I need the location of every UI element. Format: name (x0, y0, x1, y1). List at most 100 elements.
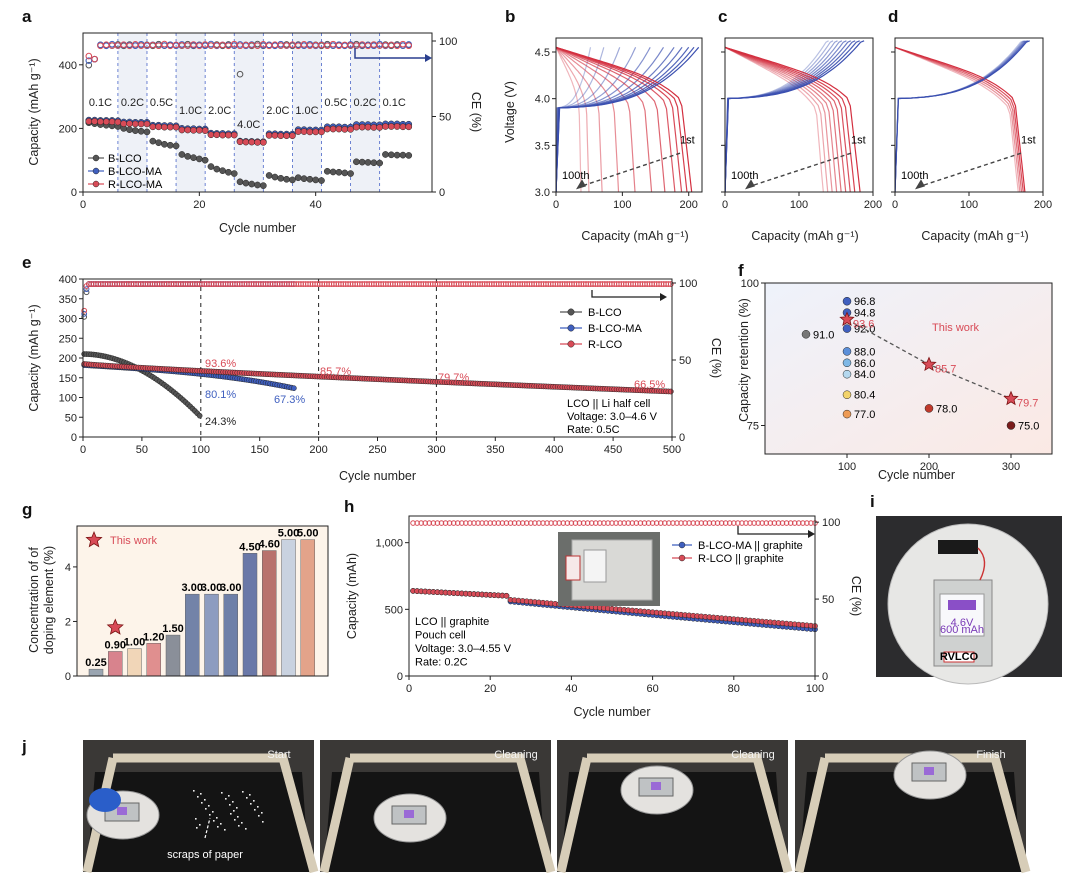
capacity-point (172, 142, 180, 150)
legend-label: B-LCO-MA || graphite (698, 540, 803, 552)
capacity-point (405, 123, 413, 131)
y-tick-label: 300 (59, 314, 77, 326)
rate-label: 4.0C (237, 119, 260, 131)
ce-point (641, 520, 648, 526)
chart-d: 0 100 200 Capacity (mAh g⁻¹) 1st 100th (891, 37, 1052, 243)
y-tick-label: 1,000 (375, 538, 403, 550)
x-tick-label: 350 (486, 444, 504, 456)
ce-point (755, 520, 761, 526)
photo-caption: Cleaning (731, 749, 774, 761)
paper-scrap (228, 795, 230, 797)
x-tick-label: 0 (80, 199, 86, 211)
discharge-curve (725, 46, 861, 192)
capacity-point (399, 151, 407, 159)
ce-point (678, 520, 684, 526)
capacity-point (248, 180, 256, 188)
ce-point (580, 520, 587, 526)
paper-scrap (220, 823, 222, 825)
x-tick-label: 250 (368, 444, 386, 456)
capacity-point (190, 154, 197, 162)
frame-rail (825, 753, 1031, 874)
ce-point (81, 307, 88, 314)
ce-point (81, 313, 88, 320)
point-label: 88.0 (854, 346, 875, 358)
capacity-point (289, 132, 296, 140)
y-tick-label: 100 (59, 393, 77, 405)
charge-curve (556, 46, 700, 192)
capacity-point (271, 132, 279, 139)
bar (223, 593, 238, 677)
wire (977, 547, 986, 581)
chart-f: 91.0 96.894.8 92.0 88.086.084.0 80.4 77.0 78.0… (737, 278, 1053, 482)
legend-marker (567, 308, 575, 316)
capacity-point (155, 139, 162, 147)
ce-point (771, 520, 778, 526)
capacity-point (503, 592, 510, 599)
chart-a: 0.1C 0.2C 0.5C 1.0C 2.0C 4.0C 2.0C 1.0C 0.5C 0.2C… (27, 32, 483, 235)
ce-point (625, 520, 632, 526)
ce-point (324, 42, 331, 50)
x-tick-label: 20 (484, 683, 496, 695)
trend-arrowhead (915, 179, 925, 190)
bar (300, 539, 315, 677)
ce-point (649, 520, 656, 526)
frame-rail (350, 753, 556, 874)
x-tick-label: 60 (646, 683, 658, 695)
rate-label: 0.2C (121, 97, 144, 109)
ce-point (446, 520, 453, 526)
discharge-curve (556, 46, 693, 192)
ce-point (499, 520, 506, 526)
capacity-point (358, 158, 366, 166)
ce-point (556, 520, 563, 526)
x-tick-label: 80 (728, 683, 740, 695)
capacity-point (382, 151, 389, 158)
y2-axis-label: CE (%) (709, 338, 723, 378)
y-tick-label: 400 (59, 60, 77, 72)
y2-tick-label: 100 (679, 278, 697, 290)
y-tick-label: 250 (59, 333, 77, 345)
ce-point (601, 520, 607, 526)
paper-scrap (249, 794, 251, 796)
ce-point (605, 520, 611, 526)
point-label: 84.0 (854, 369, 875, 381)
x-tick-label: 50 (136, 444, 148, 456)
literature-point (1006, 421, 1016, 430)
paper-scrap (230, 813, 232, 815)
capacity-point (85, 118, 93, 125)
y-tick-label: 200 (59, 123, 77, 135)
point-label: 77.0 (854, 409, 875, 421)
ce-arrow (591, 290, 660, 298)
ce-point (536, 520, 542, 526)
y2-tick-label: 100 (439, 36, 457, 48)
x-tick-label: 300 (1002, 461, 1020, 473)
capacity-point (265, 132, 273, 139)
ce-point (300, 41, 308, 48)
discharge-curve (725, 46, 824, 192)
curves (725, 40, 865, 192)
capacity-point (172, 123, 180, 131)
ce-point (442, 520, 449, 526)
y2-tick-label: 50 (679, 355, 691, 367)
capacity-point (126, 120, 133, 127)
note-text: Rate: 0.5C (567, 424, 620, 436)
pouch-label (924, 767, 934, 775)
retention-label: 67.3% (274, 394, 305, 406)
legend-marker (678, 554, 686, 562)
legend-label: R-LCO-MA (108, 179, 163, 191)
capacity-point (294, 128, 302, 135)
bar-value-label: 0.90 (105, 639, 126, 651)
x-axis-label: Cycle number (219, 221, 296, 235)
x-tick-label: 400 (545, 444, 563, 456)
ce-arrow (737, 526, 808, 535)
annotation-100th: 100th (731, 170, 759, 182)
pouch-tag (565, 555, 581, 581)
ce-point (698, 520, 705, 526)
pouch-text: 4.6V (951, 617, 974, 629)
chart-e: 0 50 100 150 200 250 300 350 400 0 50 100 0 50 100 150 2… (27, 274, 723, 483)
bar-value-label: 4.60 (259, 539, 280, 551)
this-work-star (839, 311, 855, 326)
capacity-point (300, 128, 308, 135)
discharge-curve (556, 46, 666, 192)
x-tick-label: 200 (680, 199, 698, 211)
paper-scrap (246, 797, 248, 799)
